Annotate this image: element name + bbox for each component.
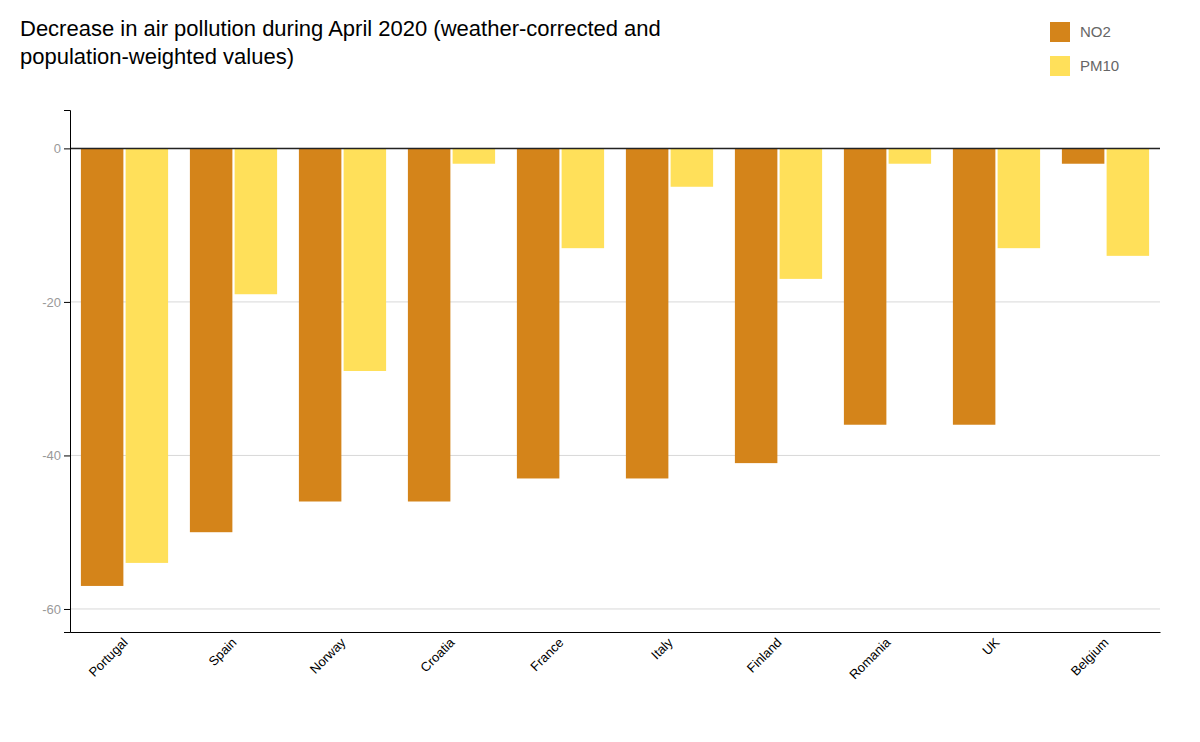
legend: NO2 PM10 <box>1050 22 1119 76</box>
grid-line <box>70 455 1160 456</box>
y-tick-label: -60 <box>42 602 61 617</box>
x-tick-label: Italy <box>648 634 676 662</box>
y-tick-mark <box>64 148 70 149</box>
plot: 0 -20 -40 -60 Portugal Spain Norway Croatia Fran… <box>42 111 1160 683</box>
bar <box>190 148 232 532</box>
x-tick-label: Portugal <box>86 635 131 680</box>
legend-swatch <box>1050 22 1070 42</box>
bar <box>735 148 777 463</box>
grid-line <box>70 301 1160 302</box>
y-tick-mark <box>64 302 70 303</box>
bar <box>81 148 123 586</box>
bar <box>453 148 495 163</box>
chart: Decrease in air pollution during April 2… <box>0 0 1200 742</box>
y-axis-line <box>64 111 71 633</box>
y-tick: -20 <box>42 295 70 310</box>
bar <box>889 148 931 163</box>
x-axis-line <box>71 632 1161 633</box>
legend-item: NO2 <box>1050 22 1111 42</box>
legend-label: PM10 <box>1080 57 1119 74</box>
x-tick: Spain <box>205 635 239 669</box>
grid-line <box>70 608 1160 609</box>
bar <box>626 148 668 478</box>
bar <box>299 148 341 501</box>
bar <box>408 148 450 501</box>
bar-series <box>126 148 1149 563</box>
bar <box>562 148 604 248</box>
x-tick-label: Croatia <box>417 634 458 675</box>
x-tick: Croatia <box>417 634 458 675</box>
bar <box>671 148 713 186</box>
x-tick: Norway <box>307 634 349 676</box>
bar <box>1107 148 1149 255</box>
y-tick-label: -40 <box>42 448 61 463</box>
bar <box>844 148 886 424</box>
x-axis: Portugal Spain Norway Croatia France Italy Fin… <box>71 633 1161 683</box>
grid-line <box>70 148 1160 149</box>
legend-item: PM10 <box>1050 56 1119 76</box>
x-tick: Finland <box>744 635 785 676</box>
bars <box>81 148 1149 586</box>
title: Decrease in air pollution during April 2… <box>20 16 661 69</box>
legend-swatch <box>1050 56 1070 76</box>
x-tick-label: Finland <box>744 635 785 676</box>
x-tick: Belgium <box>1068 635 1112 679</box>
grid <box>70 148 1160 609</box>
y-tick-mark <box>64 455 70 456</box>
x-tick: Romania <box>846 634 894 682</box>
x-tick-label: France <box>527 635 566 674</box>
bar <box>517 148 559 478</box>
bar <box>953 148 995 424</box>
x-tick: France <box>527 635 566 674</box>
y-tick: -40 <box>42 448 70 463</box>
bar <box>344 148 386 371</box>
y-axis: 0 -20 -40 -60 <box>42 111 70 633</box>
zero-line <box>70 148 1160 150</box>
bar <box>1062 148 1104 163</box>
y-tick-mark <box>64 609 70 610</box>
bar <box>780 148 822 279</box>
y-tick-label: 0 <box>54 141 61 156</box>
y-tick: -60 <box>42 602 70 617</box>
bar <box>126 148 168 563</box>
x-tick-label: UK <box>979 635 1003 659</box>
x-tick: Portugal <box>86 635 131 680</box>
x-tick: Italy <box>648 634 676 662</box>
x-tick: UK <box>979 635 1003 659</box>
x-tick-label: Spain <box>205 635 239 669</box>
bar-series <box>81 148 1104 586</box>
x-tick-label: Romania <box>846 634 894 682</box>
bar <box>235 148 277 294</box>
y-tick: 0 <box>54 141 70 156</box>
legend-label: NO2 <box>1080 23 1111 40</box>
x-tick-label: Belgium <box>1068 635 1112 679</box>
y-tick-label: -20 <box>42 295 61 310</box>
bar <box>998 148 1040 248</box>
x-tick-label: Norway <box>307 634 349 676</box>
